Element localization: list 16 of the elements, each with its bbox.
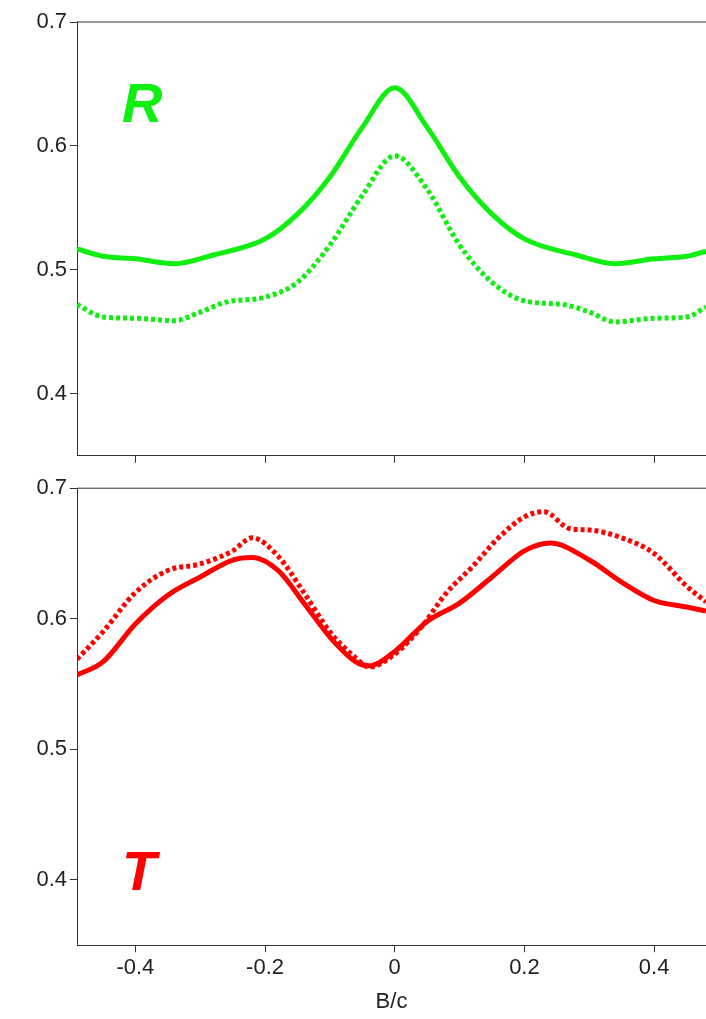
y-tick-label: 0.4 [36, 865, 67, 891]
x-tick-label: -0.4 [116, 954, 155, 980]
x-tick-label: -0.2 [246, 954, 285, 980]
y-tick-label: 0.7 [36, 474, 67, 500]
y-tick-label: 0.4 [36, 379, 67, 405]
x-tick-label: 0.4 [638, 954, 670, 980]
annotation: T [122, 839, 161, 903]
x-axis-title: B/c [375, 987, 408, 1013]
x-tick-label: 0 [388, 954, 401, 980]
y-tick-label: 0.6 [36, 604, 67, 630]
y-tick-label: 0.7 [36, 8, 67, 34]
y-tick-label: 0.5 [36, 735, 67, 761]
x-tick-label: 0.2 [509, 954, 540, 980]
annotation: R [122, 71, 163, 134]
y-tick-label: 0.5 [36, 255, 67, 281]
y-tick-label: 0.6 [36, 132, 67, 158]
